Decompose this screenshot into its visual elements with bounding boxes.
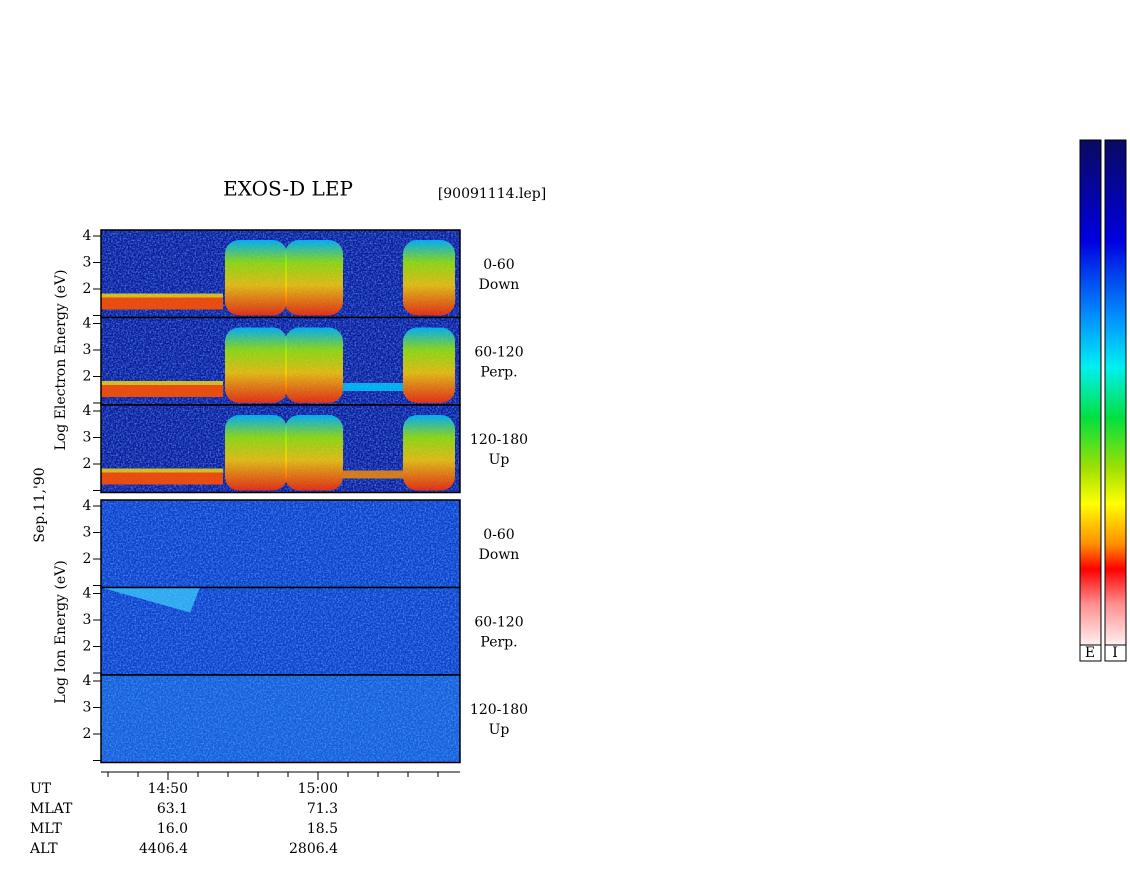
spectrogram-band bbox=[101, 385, 223, 397]
spectrogram-blob bbox=[225, 415, 287, 491]
panel-angle: 0-60 bbox=[483, 527, 514, 543]
row-value: 63.1 bbox=[157, 801, 188, 817]
colorbars: E I bbox=[1079, 139, 1127, 662]
y-tick-label: 3 bbox=[83, 525, 92, 541]
date: Sep.11,'90 bbox=[32, 467, 48, 542]
panels: 4 3 2 0-60 Down 4 3 2 60-120 Perp. 4 3 2 120-180 Up 4 3 2… bbox=[83, 228, 528, 764]
panel-angle: 60-120 bbox=[474, 345, 523, 361]
panel-angle: 0-60 bbox=[483, 257, 514, 273]
spectrogram-blob bbox=[403, 415, 455, 491]
axis-label: Log Electron Energy (eV) bbox=[53, 269, 69, 450]
panel-direction: Up bbox=[489, 722, 510, 738]
spectrogram-blob bbox=[403, 327, 455, 403]
spectrogram-band bbox=[343, 470, 403, 479]
spectrogram-blob bbox=[285, 240, 343, 316]
row-value: 2806.4 bbox=[289, 841, 338, 857]
y-tick-label: 2 bbox=[83, 369, 92, 385]
row-label: ALT bbox=[29, 841, 58, 857]
y-tick-label: 3 bbox=[83, 255, 92, 271]
spectrogram-band bbox=[101, 468, 223, 473]
y-tick-label: 4 bbox=[83, 228, 92, 244]
spectrogram-band bbox=[343, 383, 403, 391]
spectrogram-blob bbox=[285, 327, 343, 403]
spectrogram-streak bbox=[101, 587, 200, 613]
y-tick-label: 2 bbox=[83, 639, 92, 655]
spectrogram-band bbox=[101, 297, 223, 310]
panel-angle: 120-180 bbox=[470, 702, 528, 718]
file-name: [90091114.lep] bbox=[438, 186, 546, 202]
panel-frame bbox=[100, 404, 461, 494]
footer: UT 14:50 15:00 MLAT 63.1 71.3 MLT 16.0 18.5 ALT 44… bbox=[29, 772, 439, 857]
spectrogram-glow bbox=[101, 675, 460, 763]
row-label: MLT bbox=[30, 821, 62, 837]
y-tick-label: 3 bbox=[83, 612, 92, 628]
y-tick-label: 2 bbox=[83, 726, 92, 742]
y-tick-label: 2 bbox=[83, 551, 92, 567]
panel-direction: Perp. bbox=[480, 365, 517, 381]
colorbar-label-box bbox=[1104, 644, 1127, 662]
row-label: UT bbox=[30, 781, 52, 797]
panel-angle: 60-120 bbox=[474, 615, 523, 631]
axis-label: Log Ion Energy (eV) bbox=[53, 560, 69, 703]
colorbar-label: E bbox=[1085, 645, 1095, 661]
colorbar-label: I bbox=[1112, 645, 1118, 661]
spectrogram-band bbox=[101, 381, 223, 385]
panel-direction: Down bbox=[479, 547, 520, 563]
spectrogram-noise bbox=[101, 675, 460, 763]
spectrogram-blob bbox=[403, 240, 455, 316]
spectrogram-blob bbox=[225, 327, 287, 403]
y-tick-label: 2 bbox=[83, 456, 92, 472]
panel-direction: Up bbox=[489, 452, 510, 468]
colorbar-label-box bbox=[1079, 644, 1102, 662]
panel-direction: Perp. bbox=[480, 635, 517, 651]
row-value: 4406.4 bbox=[139, 841, 188, 857]
spectrogram-blob bbox=[225, 240, 287, 316]
row-value: 18.5 bbox=[307, 821, 338, 837]
colorbar bbox=[1079, 139, 1102, 646]
title: EXOS-D LEP bbox=[223, 177, 353, 201]
y-tick-label: 3 bbox=[83, 700, 92, 716]
y-tick-label: 4 bbox=[83, 316, 92, 332]
spectrogram-noise bbox=[101, 500, 460, 588]
y-tick-label: 2 bbox=[83, 281, 92, 297]
spectrogram-blob bbox=[285, 415, 343, 491]
y-tick-label: 4 bbox=[83, 586, 92, 602]
row-label: MLAT bbox=[30, 801, 73, 817]
panel-angle: 120-180 bbox=[470, 432, 528, 448]
y-tick-label: 4 bbox=[83, 498, 92, 514]
row-value: 14:50 bbox=[148, 781, 188, 797]
row-value: 16.0 bbox=[157, 821, 188, 837]
row-value: 71.3 bbox=[307, 801, 338, 817]
y-tick-label: 4 bbox=[83, 403, 92, 419]
spectrogram-glow bbox=[101, 500, 460, 588]
panel-frame bbox=[100, 674, 461, 764]
y-tick-label: 3 bbox=[83, 342, 92, 358]
colorbar bbox=[1104, 139, 1127, 646]
panel-direction: Down bbox=[479, 277, 520, 293]
y-tick-label: 4 bbox=[83, 673, 92, 689]
y-tick-label: 3 bbox=[83, 430, 92, 446]
spectrogram-band bbox=[101, 472, 223, 485]
row-value: 15:00 bbox=[298, 781, 338, 797]
spectrogram-band bbox=[101, 293, 223, 298]
